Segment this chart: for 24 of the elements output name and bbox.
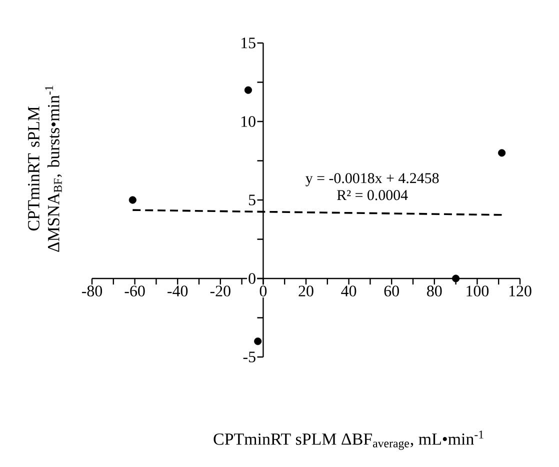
x-tick-label: 120 bbox=[509, 286, 532, 296]
x-tick-label: -20 bbox=[210, 286, 230, 296]
annotation: y = -0.0018x + 4.2458 bbox=[306, 173, 439, 186]
x-tick-label: 40 bbox=[341, 286, 356, 296]
y-tick-label: 15 bbox=[241, 38, 256, 48]
x-tick-label: 0 bbox=[260, 286, 267, 296]
x-tick-label: -40 bbox=[168, 286, 188, 296]
point bbox=[498, 149, 506, 157]
x-tick-label: 60 bbox=[384, 286, 399, 296]
x-tick-label: 80 bbox=[427, 286, 442, 296]
y-tick-label: 10 bbox=[241, 116, 256, 127]
annotation: R² = 0.0004 bbox=[337, 190, 408, 200]
x-tick-label: 100 bbox=[466, 286, 489, 296]
point bbox=[128, 196, 136, 204]
x-tick-label: 20 bbox=[298, 286, 314, 296]
point bbox=[254, 338, 262, 346]
y-tick-label: 5 bbox=[248, 194, 256, 206]
y-tick-label: 0 bbox=[248, 273, 256, 284]
point bbox=[244, 86, 252, 94]
x-axis-title: CPTminRT sPLM ΔBF$_{average}$, mL•min$^{-1}$ bbox=[214, 430, 484, 450]
x-tick-label: -80 bbox=[82, 286, 102, 296]
x-tick-label: -60 bbox=[124, 286, 145, 296]
point bbox=[452, 274, 460, 282]
y-tick-label: -5 bbox=[243, 352, 256, 362]
